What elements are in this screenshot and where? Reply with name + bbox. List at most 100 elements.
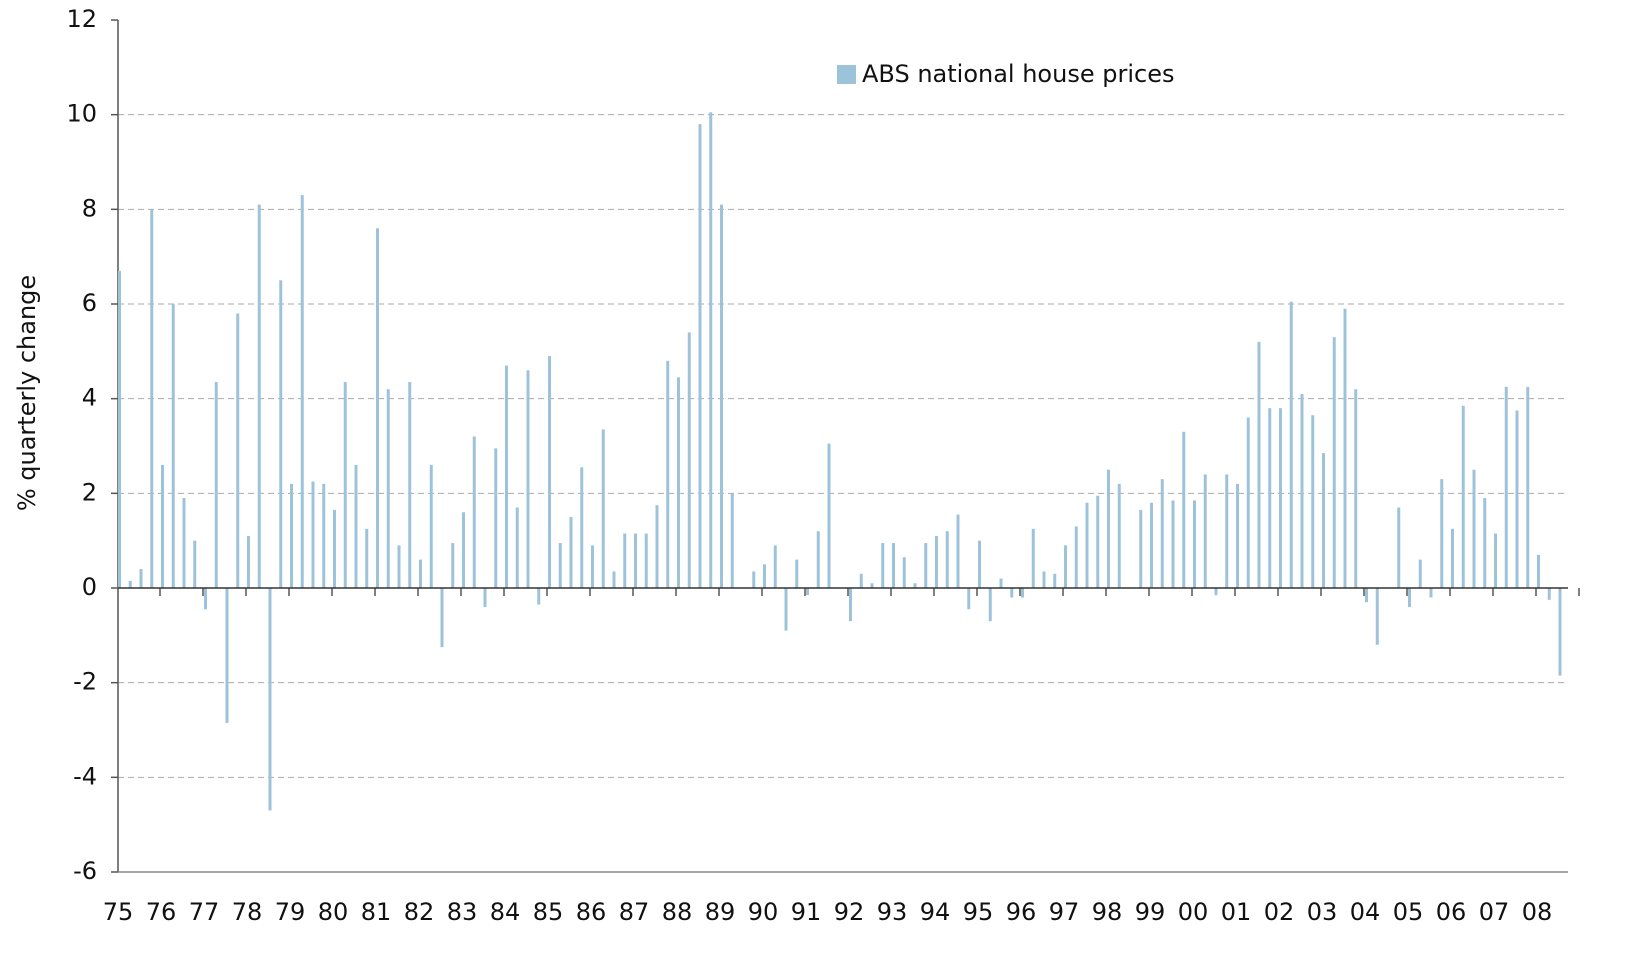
bar bbox=[419, 559, 422, 588]
bar bbox=[1547, 588, 1551, 600]
bar bbox=[956, 514, 960, 588]
x-tick-label: 94 bbox=[920, 898, 951, 926]
bar bbox=[451, 543, 455, 588]
x-tick-label: 78 bbox=[232, 898, 263, 926]
x-tick-label: 98 bbox=[1092, 898, 1123, 926]
bar bbox=[214, 382, 218, 588]
y-tick-label: 0 bbox=[82, 573, 97, 601]
x-tick-label: 01 bbox=[1221, 898, 1252, 926]
bar bbox=[999, 578, 1003, 588]
bar bbox=[505, 365, 508, 588]
bar bbox=[1246, 417, 1250, 588]
bar bbox=[193, 540, 197, 588]
bar bbox=[1461, 405, 1465, 588]
bar bbox=[1418, 559, 1422, 588]
bar bbox=[1074, 526, 1078, 588]
bar bbox=[644, 533, 648, 588]
bar bbox=[1515, 410, 1519, 588]
bar bbox=[397, 545, 401, 588]
bar bbox=[279, 280, 283, 588]
x-tick-label: 82 bbox=[404, 898, 435, 926]
bar bbox=[1472, 469, 1476, 588]
bar bbox=[1085, 502, 1089, 588]
x-tick-label: 86 bbox=[576, 898, 607, 926]
y-tick-label: -2 bbox=[73, 668, 97, 696]
bar bbox=[440, 588, 444, 648]
bar bbox=[1139, 509, 1143, 588]
bar bbox=[1236, 483, 1239, 588]
x-tick-label: 79 bbox=[275, 898, 306, 926]
bar bbox=[515, 507, 519, 588]
bar bbox=[666, 360, 670, 588]
x-tick-label: 93 bbox=[877, 898, 908, 926]
bar bbox=[1354, 389, 1358, 588]
bar bbox=[1558, 588, 1562, 676]
bar bbox=[300, 195, 304, 588]
y-tick-label: 8 bbox=[82, 194, 97, 222]
bar bbox=[1289, 301, 1293, 588]
y-tick-label: 4 bbox=[82, 384, 97, 412]
bar bbox=[1160, 479, 1164, 588]
bar bbox=[816, 531, 820, 588]
x-tick-label: 91 bbox=[791, 898, 822, 926]
x-tick-label: 00 bbox=[1178, 898, 1209, 926]
bar bbox=[1279, 408, 1282, 588]
bar bbox=[1300, 393, 1304, 588]
bar bbox=[1182, 431, 1186, 588]
bar bbox=[161, 464, 164, 588]
x-tick-label: 07 bbox=[1479, 898, 1510, 926]
bar bbox=[1343, 308, 1347, 588]
bar bbox=[752, 571, 756, 588]
bar bbox=[429, 464, 433, 588]
bar bbox=[1483, 498, 1487, 588]
bar bbox=[257, 204, 261, 588]
bar bbox=[1107, 469, 1110, 588]
bar bbox=[763, 564, 766, 588]
bar bbox=[537, 588, 541, 605]
bar bbox=[806, 588, 809, 596]
x-tick-label: 08 bbox=[1522, 898, 1553, 926]
bar bbox=[1322, 453, 1325, 588]
x-tick-label: 83 bbox=[447, 898, 478, 926]
bar bbox=[902, 557, 906, 588]
bar bbox=[118, 270, 121, 588]
bar bbox=[709, 112, 713, 589]
x-tick-label: 04 bbox=[1350, 898, 1381, 926]
bar bbox=[569, 517, 573, 588]
bar bbox=[687, 332, 691, 588]
bar bbox=[580, 467, 584, 588]
x-tick-label: 06 bbox=[1436, 898, 1467, 926]
bar bbox=[462, 512, 465, 588]
bar bbox=[268, 588, 272, 811]
y-tick-label: 10 bbox=[66, 100, 97, 128]
bar bbox=[1193, 500, 1196, 588]
bar bbox=[601, 429, 605, 588]
bar bbox=[225, 588, 229, 723]
bar bbox=[1268, 408, 1272, 588]
x-tick-label: 80 bbox=[318, 898, 349, 926]
x-tick-label: 90 bbox=[748, 898, 779, 926]
bar bbox=[526, 370, 530, 588]
bar bbox=[150, 209, 154, 589]
bar bbox=[1150, 502, 1153, 588]
bar bbox=[548, 356, 551, 588]
bar bbox=[408, 382, 412, 588]
bar bbox=[236, 313, 240, 588]
bar bbox=[376, 228, 379, 588]
bar bbox=[182, 498, 186, 588]
bar bbox=[311, 481, 315, 588]
bar bbox=[1429, 588, 1433, 598]
bar bbox=[720, 204, 723, 588]
bar bbox=[1053, 573, 1057, 588]
bar bbox=[795, 559, 799, 588]
bar bbox=[1010, 588, 1014, 598]
bar bbox=[290, 483, 293, 588]
bar bbox=[881, 543, 885, 588]
x-tick-label: 81 bbox=[361, 898, 392, 926]
bar bbox=[1451, 528, 1454, 588]
legend-label: ABS national house prices bbox=[862, 60, 1174, 88]
x-tick-label: 02 bbox=[1264, 898, 1295, 926]
bar bbox=[494, 448, 498, 588]
x-tick-label: 05 bbox=[1393, 898, 1424, 926]
bar bbox=[204, 588, 207, 610]
